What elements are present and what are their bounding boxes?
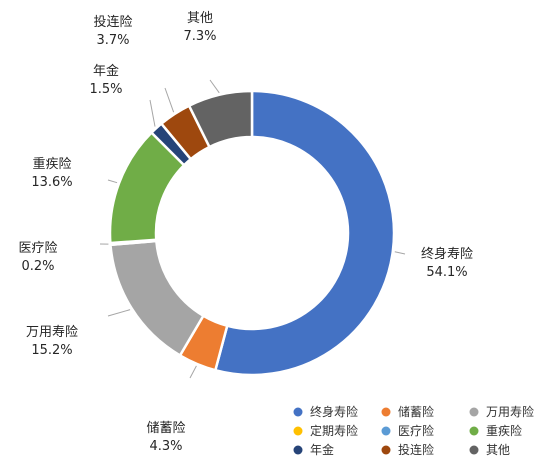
leader-line-3 bbox=[107, 309, 131, 317]
leader-line-6 bbox=[107, 179, 118, 184]
leader-line-8 bbox=[164, 87, 175, 113]
legend-label: 定期寿险 bbox=[310, 423, 358, 438]
slice-name-label: 储蓄险 bbox=[146, 421, 185, 436]
slice-name-label: 重疾险 bbox=[32, 156, 71, 172]
slice-value-label: 54.1% bbox=[426, 265, 467, 280]
legend-label: 其他 bbox=[486, 443, 510, 457]
legend-marker bbox=[469, 445, 479, 455]
slice-value-label: 4.3% bbox=[149, 439, 182, 454]
slice-name-label: 年金 bbox=[93, 63, 119, 79]
legend-marker bbox=[381, 407, 391, 417]
leader-lines bbox=[99, 79, 406, 379]
slice-name-label: 终身寿险 bbox=[421, 246, 473, 262]
legend-marker bbox=[469, 407, 479, 417]
legend-label: 年金 bbox=[310, 442, 334, 457]
legend-marker bbox=[381, 426, 391, 436]
leader-line-7 bbox=[149, 99, 156, 127]
legend-label: 投连险 bbox=[398, 442, 434, 457]
slice-value-label: 3.7% bbox=[96, 33, 129, 48]
legend-marker bbox=[293, 445, 303, 455]
slice-1 bbox=[213, 89, 396, 377]
legend-label: 医疗险 bbox=[398, 423, 434, 438]
legend-label: 储蓄险 bbox=[398, 404, 434, 419]
legend-marker bbox=[381, 445, 391, 455]
slice-name-label: 万用寿险 bbox=[26, 325, 78, 340]
leader-line-9 bbox=[209, 79, 220, 94]
slice-name-label: 投连险 bbox=[93, 14, 132, 30]
slice-3 bbox=[109, 239, 206, 358]
legend-label: 万用寿险 bbox=[486, 404, 534, 419]
slice-value-label: 13.6% bbox=[31, 175, 72, 190]
legend-marker bbox=[293, 426, 303, 436]
slice-name-label: 其他 bbox=[187, 11, 213, 26]
leader-line-2 bbox=[189, 365, 197, 379]
slice-labels: 终身寿险 54.1% 储蓄险 4.3% 万用寿险 15.2% 医疗险 0.2% 重疾险 13.6%… bbox=[18, 11, 473, 454]
slice-value-label: 0.2% bbox=[21, 259, 54, 274]
leader-line-1 bbox=[394, 251, 406, 255]
slice-value-label: 15.2% bbox=[31, 343, 72, 358]
slice-9 bbox=[187, 89, 254, 149]
legend-marker bbox=[469, 426, 479, 436]
legend-marker bbox=[293, 407, 303, 417]
legend-label: 重疾险 bbox=[486, 423, 522, 438]
slice-value-label: 7.3% bbox=[183, 29, 216, 44]
slice-value-label: 1.5% bbox=[89, 82, 122, 97]
legend-label: 终身寿险 bbox=[310, 404, 358, 419]
slice-name-label: 医疗险 bbox=[18, 241, 57, 256]
donut-slices bbox=[108, 89, 396, 377]
